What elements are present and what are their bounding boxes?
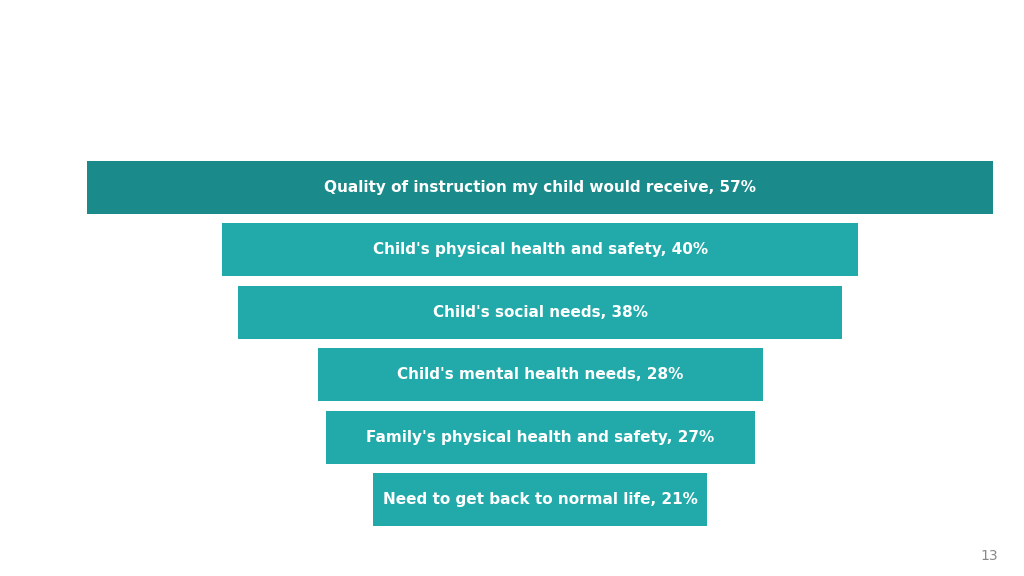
Text: Need to get back to normal life, 21%: Need to get back to normal life, 21% [383,492,697,507]
Text: Child's mental health needs, 28%: Child's mental health needs, 28% [397,367,683,382]
Text: 13: 13 [981,548,998,563]
FancyBboxPatch shape [326,411,755,464]
Text: with the proposed models for Return to School: with the proposed models for Return to S… [12,81,748,109]
Text: Family's physical health and safety, 27%: Family's physical health and safety, 27% [366,430,715,445]
Text: Child's social needs, 38%: Child's social needs, 38% [433,305,647,320]
FancyBboxPatch shape [87,161,993,214]
FancyBboxPatch shape [238,286,842,339]
Text: Child's physical health and safety, 40%: Child's physical health and safety, 40% [373,242,708,257]
Text: Quality of instruction my child would receive, 57%: Quality of instruction my child would re… [325,180,756,195]
Text: More than half considered quality of instruction in their comfort level: More than half considered quality of ins… [12,22,1024,50]
FancyBboxPatch shape [317,348,763,401]
FancyBboxPatch shape [373,473,708,526]
FancyBboxPatch shape [222,223,858,276]
